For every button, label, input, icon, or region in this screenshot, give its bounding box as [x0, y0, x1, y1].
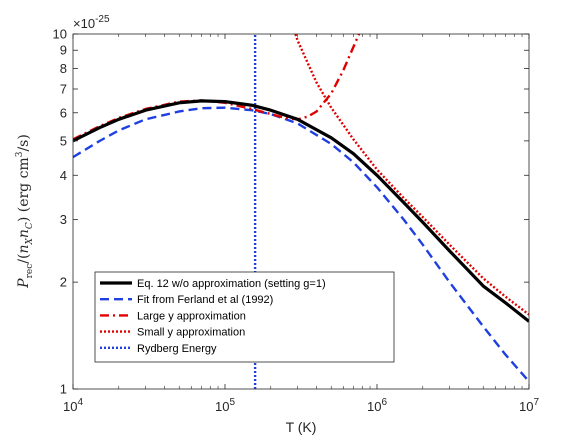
y-label-n1: n [16, 245, 32, 254]
y-label-end: /s) [16, 134, 32, 151]
y-label-p: P [16, 278, 32, 289]
x-tick-label: 106 [367, 397, 387, 414]
series-line-1 [73, 99, 529, 323]
y-label-n2-sub: C [25, 222, 35, 229]
legend-label-1: Eq. 12 w/o approximation (setting g=1) [137, 278, 326, 290]
x-tick-base: 10 [519, 399, 533, 414]
legend-box [94, 271, 395, 363]
y-tick-label: 8 [60, 61, 67, 76]
legend-label-3: Large y approximation [137, 310, 246, 322]
y-tick-label: 2 [60, 275, 67, 290]
legend-label-2: Fit from Ferland et al (1992) [137, 294, 273, 306]
x-tick-label: 104 [63, 397, 83, 414]
x-tick-exponent: 5 [229, 397, 235, 408]
x-tick-base: 10 [367, 399, 381, 414]
y-label-sup: 3 [15, 151, 25, 157]
y-multiplier-exponent: -25 [95, 14, 110, 25]
legend: Eq. 12 w/o approximation (setting g=1) Fi… [94, 271, 395, 363]
y-tick-label: 1 [60, 382, 67, 397]
y-tick-label: 6 [60, 105, 67, 120]
plot-frame [72, 33, 530, 390]
x-axis-label: T (K) [286, 419, 317, 435]
y-label-n1-sub: X [25, 238, 35, 246]
y-label-tail: ) (erg cm [16, 157, 32, 222]
x-tick-exponent: 7 [533, 397, 539, 408]
series-line-3 [73, 34, 361, 141]
legend-items: Eq. 12 w/o approximation (setting g=1) Fi… [100, 278, 326, 355]
y-label-n2: n [16, 229, 32, 238]
y-multiplier-base: ×10 [73, 16, 95, 31]
y-multiplier: ×10-25 [73, 14, 110, 31]
y-label-mid: /( [16, 254, 32, 264]
series-layer [73, 34, 529, 389]
y-tick-label: 5 [60, 133, 67, 148]
y-tick-label: 7 [60, 81, 67, 96]
x-tick-exponent: 6 [381, 397, 387, 408]
y-tick-label: 4 [60, 168, 67, 183]
x-tick-label: 107 [519, 397, 539, 414]
y-tick-label: 3 [60, 212, 67, 227]
y-axis-label: Prec/(nXnC) (erg cm3/s) [15, 134, 35, 289]
legend-label-4: Small y approximation [137, 327, 245, 339]
y-tick-label: 10 [53, 27, 67, 42]
x-tick-base: 10 [63, 399, 77, 414]
x-tick-exponent: 4 [77, 397, 83, 408]
y-label-p-sub: rec [25, 264, 35, 279]
series-line-4 [294, 34, 529, 316]
x-tick-label: 105 [215, 397, 235, 414]
y-tick-label: 9 [60, 43, 67, 58]
x-tick-base: 10 [215, 399, 229, 414]
legend-label-5: Rydberg Energy [137, 343, 217, 355]
